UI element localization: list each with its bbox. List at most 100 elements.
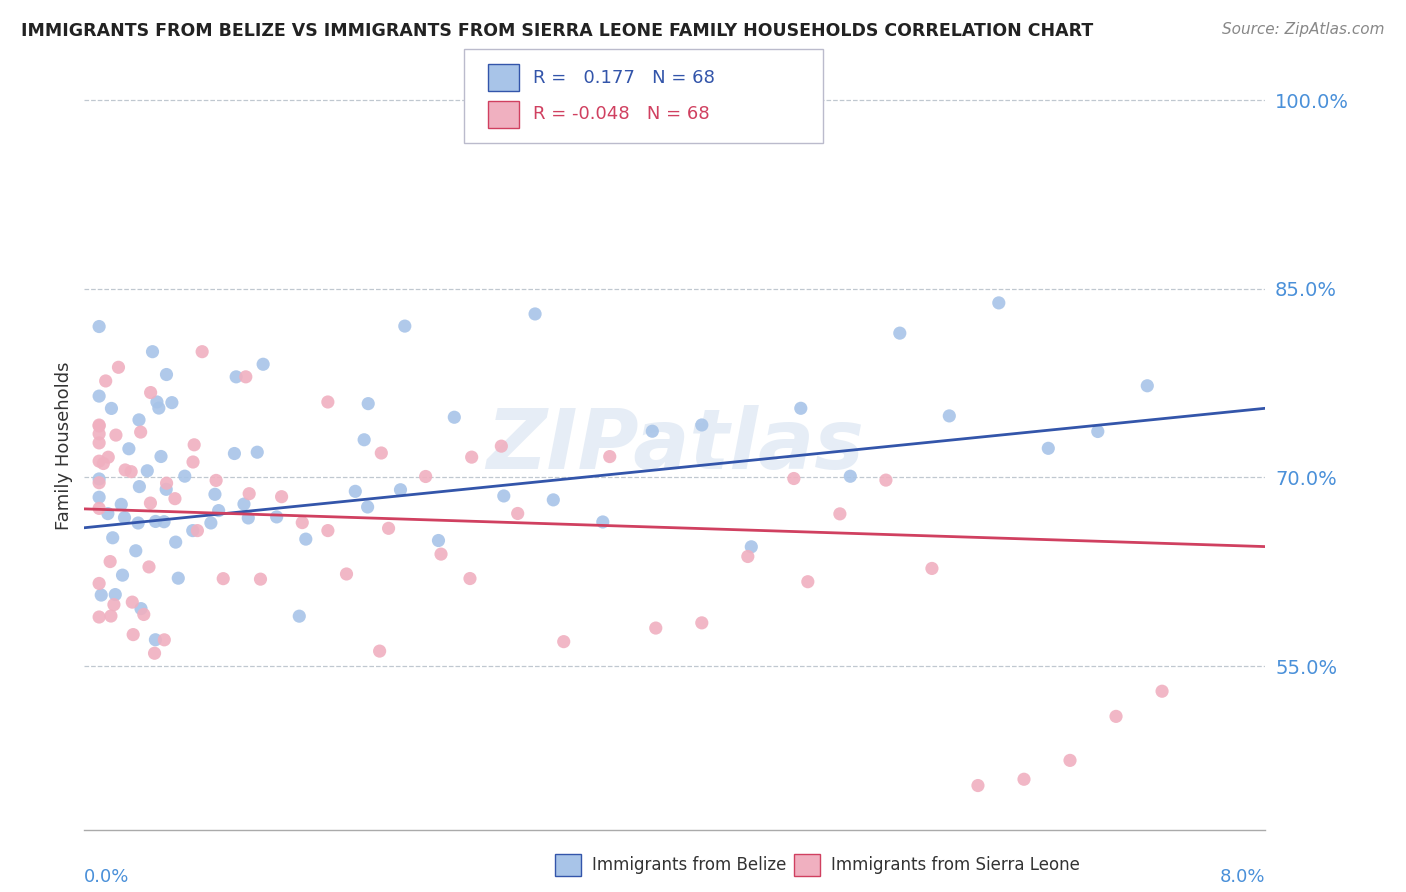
Point [138,560,160,574]
Point [644,621,666,635]
Point [690,417,713,432]
Point [737,549,759,564]
Point [136,464,159,478]
Point [111,568,134,582]
Point [167,571,190,585]
Point [592,515,614,529]
Point [1038,442,1060,456]
Point [160,395,183,409]
Point [543,492,565,507]
Point [492,489,515,503]
Point [524,307,547,321]
Point [415,469,437,483]
Point [87,454,111,468]
Point [212,572,235,586]
Point [458,572,481,586]
Point [690,615,713,630]
Point [889,326,911,340]
Text: ZIPatlas: ZIPatlas [486,406,863,486]
Point [427,533,450,548]
Text: 0.0%: 0.0% [84,869,129,887]
Point [783,471,806,485]
Point [173,469,195,483]
Point [430,547,453,561]
Point [790,401,813,416]
Point [87,418,111,433]
Point [87,426,111,441]
Point [921,561,943,575]
Point [249,572,271,586]
Point [165,535,187,549]
Point [246,445,269,459]
Point [288,609,311,624]
Point [163,491,186,506]
Point [828,507,851,521]
Point [238,511,260,525]
Text: 8.0%: 8.0% [1220,869,1265,887]
Point [87,319,111,334]
Point [128,413,150,427]
Text: R = -0.048   N = 68: R = -0.048 N = 68 [533,105,710,123]
Point [97,450,120,465]
Point [127,516,149,530]
Point [987,296,1010,310]
Point [252,357,274,371]
Point [129,601,152,615]
Point [90,588,112,602]
Point [87,490,111,504]
Point [394,319,416,334]
Point [344,484,367,499]
Point [205,474,228,488]
Point [316,524,339,538]
Point [100,609,122,624]
Point [155,476,177,491]
Point [1136,378,1159,392]
Point [122,627,145,641]
Point [183,438,205,452]
Point [377,521,399,535]
Point [389,483,412,497]
Point [155,368,177,382]
Point [101,531,124,545]
Point [153,515,176,529]
Point [204,487,226,501]
Point [875,473,897,487]
Point [235,369,257,384]
Point [797,574,820,589]
Point [128,479,150,493]
Point [100,401,122,416]
Point [87,389,111,403]
Point [839,469,862,483]
Point [266,509,288,524]
Point [291,516,314,530]
Point [139,385,162,400]
Point [938,409,960,423]
Point [110,497,132,511]
Point [353,433,375,447]
Point [148,401,170,415]
Point [443,410,465,425]
Point [87,475,111,490]
Point [103,598,125,612]
Point [200,516,222,530]
Point [104,588,127,602]
Point [87,436,111,450]
Point [181,455,204,469]
Point [87,472,111,486]
Point [233,497,256,511]
Point [145,515,167,529]
Point [118,442,141,456]
Point [370,446,392,460]
Point [153,632,176,647]
Point [460,450,482,464]
Text: R =   0.177   N = 68: R = 0.177 N = 68 [533,69,714,87]
Point [1105,709,1128,723]
Point [356,500,378,514]
Point [491,439,513,453]
Point [506,507,529,521]
Point [141,344,163,359]
Point [270,490,292,504]
Point [120,465,142,479]
Point [1012,772,1035,787]
Point [1059,753,1081,767]
